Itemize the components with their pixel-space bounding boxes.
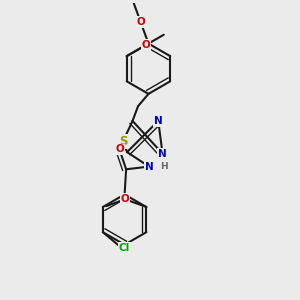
Text: H: H (160, 162, 168, 171)
Text: N: N (154, 116, 163, 126)
Text: O: O (121, 194, 130, 204)
Text: O: O (136, 17, 145, 27)
Text: O: O (142, 40, 151, 50)
Text: Cl: Cl (119, 243, 130, 253)
Text: S: S (119, 135, 127, 148)
Text: N: N (145, 162, 154, 172)
Text: O: O (115, 144, 124, 154)
Text: N: N (158, 149, 167, 159)
